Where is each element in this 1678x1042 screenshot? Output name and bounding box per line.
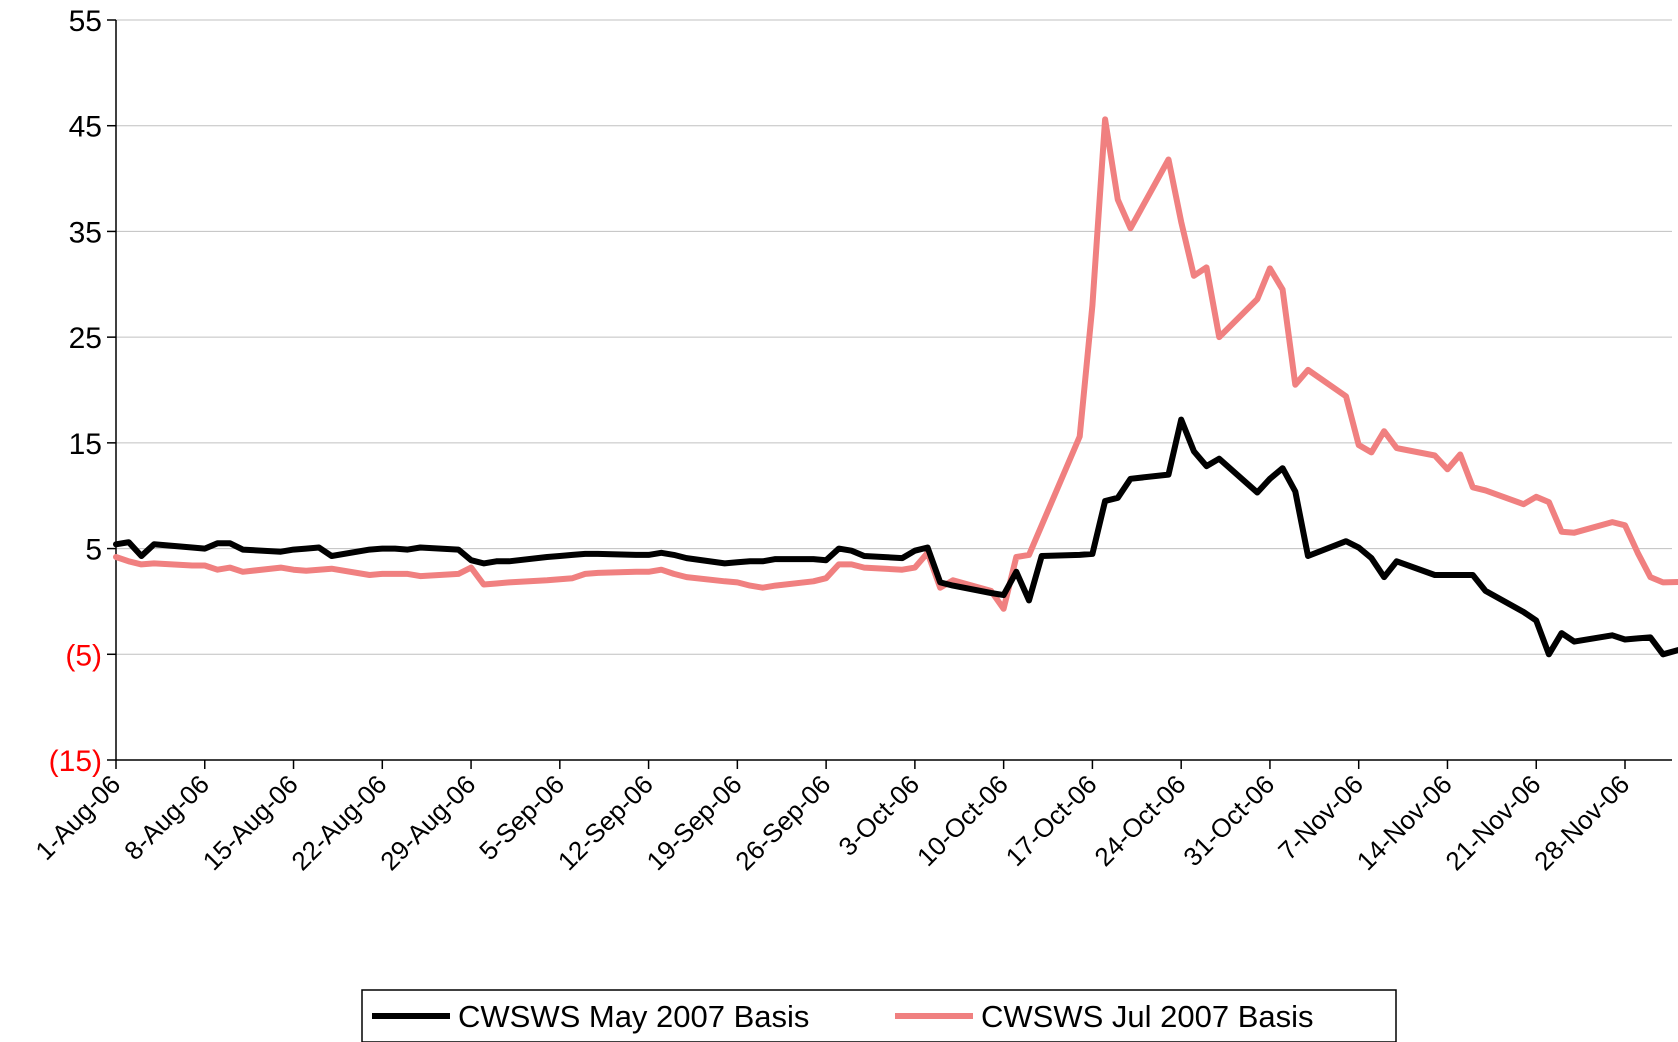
legend-box — [361, 989, 1397, 1042]
x-tick-label: 21-Nov-06 — [1439, 769, 1546, 876]
x-tick-label: 3-Oct-06 — [832, 769, 925, 862]
x-tick-label: 22-Aug-06 — [285, 769, 392, 876]
y-tick-label: 15 — [69, 428, 102, 461]
y-tick-label: 45 — [69, 111, 102, 144]
axes — [107, 19, 1672, 769]
x-tick-label: 28-Nov-06 — [1528, 769, 1635, 876]
series-line-may — [113, 416, 1678, 658]
y-tick-label: 25 — [69, 322, 102, 355]
x-tick-label: 17-Oct-06 — [1000, 769, 1103, 872]
series-line-jul — [113, 116, 1678, 612]
legend-label-may: CWSWS May 2007 Basis — [458, 999, 809, 1034]
x-tick-label: 12-Sep-06 — [552, 769, 659, 876]
x-tick-label: 26-Sep-06 — [729, 769, 836, 876]
y-tick-label: (15) — [49, 745, 102, 778]
legend: CWSWS May 2007 Basis CWSWS Jul 2007 Basi… — [361, 989, 1397, 1042]
legend-label-jul: CWSWS Jul 2007 Basis — [981, 999, 1314, 1034]
x-tick-label: 31-Oct-06 — [1177, 769, 1280, 872]
y-tick-label: 55 — [69, 5, 102, 38]
y-tick-label: (5) — [65, 639, 102, 672]
x-tick-label: 19-Sep-06 — [641, 769, 748, 876]
x-tick-label: 15-Aug-06 — [197, 769, 304, 876]
x-tick-label: 10-Oct-06 — [911, 769, 1014, 872]
y-tick-label: 35 — [69, 216, 102, 249]
series-lines — [113, 116, 1678, 658]
x-tick-label: 1-Aug-06 — [29, 769, 126, 866]
x-tick-labels: 1-Aug-068-Aug-0615-Aug-0622-Aug-0629-Aug… — [29, 769, 1635, 876]
x-tick-label: 24-Oct-06 — [1088, 769, 1191, 872]
x-tick-label: 29-Aug-06 — [374, 769, 481, 876]
x-tick-label: 14-Nov-06 — [1351, 769, 1458, 876]
y-tick-labels: 55 45 35 25 15 5 (5) (15) — [49, 5, 102, 778]
y-tick-label: 5 — [85, 534, 102, 567]
